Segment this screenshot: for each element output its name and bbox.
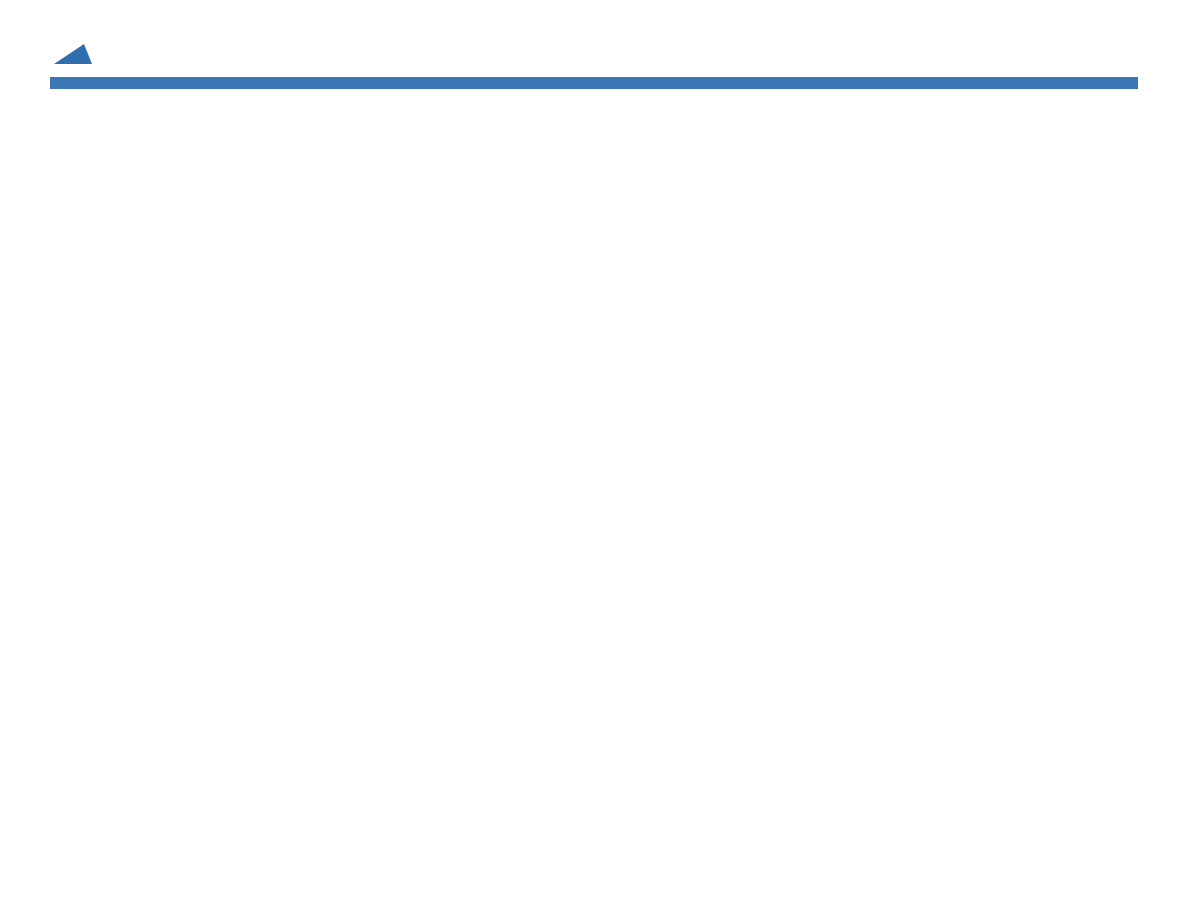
day-header: [50, 77, 205, 89]
day-header-row: [50, 77, 1138, 89]
day-header: [205, 77, 360, 89]
day-header: [827, 77, 982, 89]
day-header: [361, 77, 516, 89]
header: [50, 40, 1138, 63]
logo: [50, 40, 102, 63]
day-header: [983, 77, 1138, 89]
logo-triangle-icon: [54, 40, 92, 69]
calendar: [50, 77, 1138, 89]
day-header: [672, 77, 827, 89]
day-header: [516, 77, 671, 89]
